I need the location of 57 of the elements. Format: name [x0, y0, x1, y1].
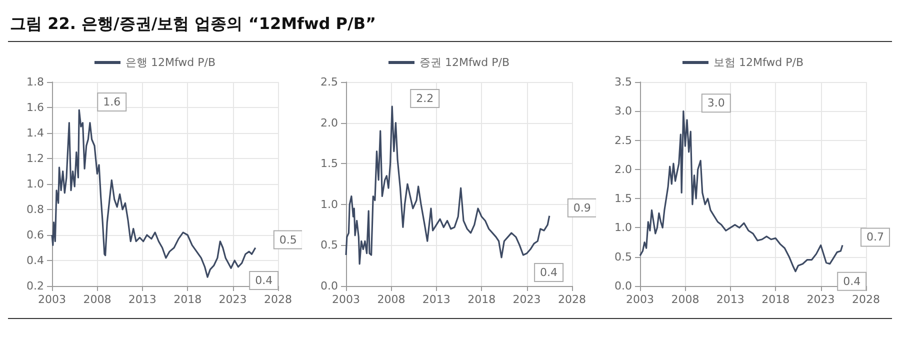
y-tick-label: 1.8 — [26, 76, 44, 88]
legend-label: 은행 12Mfwd P/B — [125, 56, 216, 69]
y-tick-label: 0.0 — [614, 280, 632, 292]
x-tick-label: 2003 — [38, 293, 66, 306]
x-tick-label: 2003 — [626, 293, 654, 306]
chart-title: 그림 22. 은행/증권/보험 업종의 “12Mfwd P/B” — [8, 8, 892, 42]
x-tick-label: 2028 — [852, 293, 880, 306]
x-tick-label: 2013 — [422, 293, 450, 306]
y-tick-label: 0.5 — [614, 250, 632, 264]
y-tick-label: 1.2 — [26, 152, 44, 165]
y-tick-label: 1.5 — [614, 192, 632, 206]
y-tick-label: 2.0 — [614, 162, 632, 176]
y-tick-label: 2.0 — [320, 116, 338, 130]
annotation: 0.4 — [843, 274, 861, 288]
annotation: 3.0 — [707, 96, 725, 110]
y-tick-label: 0.0 — [320, 280, 338, 292]
y-tick-label: 1.4 — [26, 126, 44, 140]
annotation: 0.4 — [255, 274, 273, 288]
y-tick-label: 0.4 — [26, 254, 44, 267]
y-tick-label: 1.6 — [26, 101, 44, 114]
annotation: 0.4 — [540, 266, 558, 279]
annotation: 1.6 — [103, 96, 121, 109]
y-tick-label: 0.5 — [320, 238, 338, 252]
y-tick-label: 1.5 — [320, 157, 338, 170]
legend-label: 증권 12Mfwd P/B — [419, 56, 510, 69]
x-tick-label: 2023 — [806, 293, 835, 306]
line-series — [51, 109, 256, 278]
y-tick-label: 0.8 — [26, 203, 44, 216]
annotation: 0.5 — [279, 233, 297, 246]
annotation: 0.9 — [573, 201, 591, 214]
x-tick-label: 2018 — [762, 293, 790, 306]
legend-label: 보험 12Mfwd P/B — [713, 56, 804, 69]
y-tick-label: 1.0 — [614, 221, 632, 234]
y-tick-label: 1.0 — [320, 198, 338, 211]
y-tick-label: 0.6 — [26, 228, 44, 242]
line-series — [345, 106, 550, 265]
x-tick-label: 2008 — [671, 293, 700, 306]
y-tick-label: 2.5 — [320, 76, 338, 88]
annotation: 0.7 — [866, 230, 884, 244]
x-tick-label: 2023 — [218, 293, 247, 306]
line-series — [639, 110, 844, 272]
x-tick-label: 2003 — [332, 293, 360, 306]
y-tick-label: 3.5 — [614, 76, 632, 88]
annotation: 2.2 — [416, 92, 434, 105]
x-tick-label: 2008 — [377, 293, 406, 306]
y-tick-label: 1.0 — [26, 178, 44, 190]
y-tick-label: 2.5 — [614, 134, 632, 147]
x-tick-label: 2013 — [128, 293, 156, 306]
x-tick-label: 2018 — [174, 293, 202, 306]
x-tick-label: 2013 — [716, 293, 744, 306]
y-tick-label: 0.2 — [26, 280, 44, 292]
y-tick-label: 3.0 — [614, 104, 632, 118]
x-tick-label: 2028 — [558, 293, 586, 306]
x-tick-label: 2023 — [512, 293, 541, 306]
x-tick-label: 2028 — [264, 293, 292, 306]
x-tick-label: 2018 — [468, 293, 496, 306]
x-tick-label: 2008 — [83, 293, 112, 306]
